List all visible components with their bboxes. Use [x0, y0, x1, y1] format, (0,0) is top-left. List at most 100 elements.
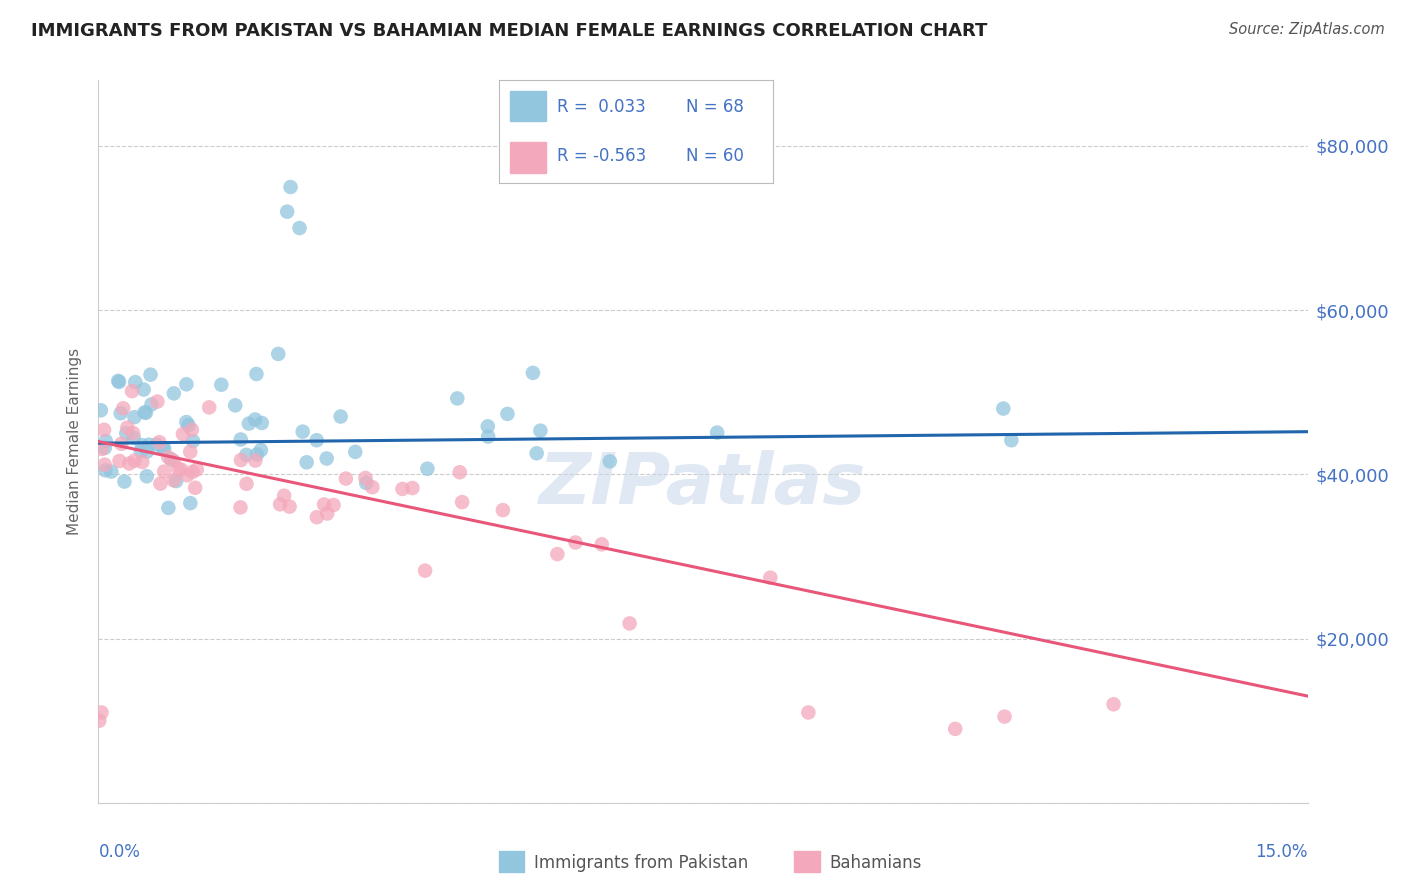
- Point: [149, 476, 172, 491]
- Point: [564, 535, 586, 549]
- Point: [354, 471, 377, 485]
- Point: [107, 374, 129, 388]
- Text: R = -0.563: R = -0.563: [557, 147, 645, 165]
- Point: [90, 403, 112, 417]
- Text: N = 60: N = 60: [686, 147, 744, 165]
- Point: [224, 398, 246, 412]
- Point: [295, 455, 318, 469]
- Y-axis label: Median Female Earnings: Median Female Earnings: [67, 348, 83, 535]
- Point: [477, 419, 499, 434]
- Point: [146, 394, 169, 409]
- Point: [157, 500, 180, 515]
- Point: [100, 465, 122, 479]
- Point: [250, 416, 273, 430]
- Point: [599, 454, 621, 468]
- Point: [148, 435, 170, 450]
- Point: [135, 444, 157, 458]
- Point: [797, 706, 820, 720]
- Point: [291, 425, 314, 439]
- Point: [180, 423, 202, 437]
- Point: [172, 427, 194, 442]
- Point: [141, 397, 163, 411]
- Text: 0.0%: 0.0%: [98, 843, 141, 861]
- Point: [186, 462, 208, 476]
- Point: [546, 547, 568, 561]
- Bar: [510, 142, 546, 173]
- Point: [522, 366, 544, 380]
- Point: [160, 452, 183, 467]
- Point: [124, 453, 146, 467]
- Point: [112, 475, 135, 489]
- Point: [993, 709, 1015, 723]
- Point: [163, 386, 186, 401]
- Point: [526, 446, 548, 460]
- Point: [90, 706, 112, 720]
- Bar: [510, 91, 546, 121]
- Point: [451, 495, 474, 509]
- Point: [235, 476, 257, 491]
- Point: [943, 722, 966, 736]
- Point: [94, 463, 117, 477]
- Point: [108, 454, 131, 468]
- Text: N = 68: N = 68: [686, 98, 744, 116]
- Point: [250, 443, 273, 458]
- Point: [184, 481, 207, 495]
- Point: [305, 510, 328, 524]
- Point: [591, 537, 613, 551]
- Point: [108, 375, 131, 389]
- Point: [706, 425, 728, 440]
- Point: [93, 423, 115, 437]
- Point: [121, 384, 143, 399]
- Point: [245, 367, 267, 381]
- Point: [179, 444, 201, 458]
- Point: [110, 437, 132, 451]
- Point: [267, 347, 290, 361]
- Point: [129, 444, 152, 458]
- Point: [229, 433, 252, 447]
- Point: [619, 616, 641, 631]
- Point: [269, 497, 291, 511]
- Point: [132, 383, 155, 397]
- Point: [361, 480, 384, 494]
- Point: [198, 401, 221, 415]
- Point: [245, 453, 267, 467]
- Point: [138, 438, 160, 452]
- Point: [152, 442, 174, 456]
- Point: [322, 498, 344, 512]
- Point: [118, 457, 141, 471]
- Point: [131, 438, 153, 452]
- Point: [135, 406, 157, 420]
- Point: [278, 500, 301, 514]
- Text: ZIPatlas: ZIPatlas: [540, 450, 866, 519]
- Point: [139, 368, 162, 382]
- Point: [288, 221, 311, 235]
- Point: [356, 475, 378, 490]
- Point: [135, 469, 157, 483]
- Point: [163, 474, 186, 488]
- Point: [209, 377, 232, 392]
- Point: [446, 392, 468, 406]
- Point: [162, 453, 184, 467]
- Point: [176, 377, 198, 392]
- Point: [181, 434, 204, 449]
- Point: [94, 434, 117, 448]
- Point: [170, 463, 193, 477]
- Point: [176, 415, 198, 429]
- Point: [315, 451, 337, 466]
- Text: IMMIGRANTS FROM PAKISTAN VS BAHAMIAN MEDIAN FEMALE EARNINGS CORRELATION CHART: IMMIGRANTS FROM PAKISTAN VS BAHAMIAN MED…: [31, 22, 987, 40]
- Point: [1000, 434, 1022, 448]
- Point: [276, 204, 298, 219]
- Text: 15.0%: 15.0%: [1256, 843, 1308, 861]
- Point: [273, 489, 295, 503]
- Point: [131, 455, 153, 469]
- Point: [1102, 698, 1125, 712]
- Point: [90, 442, 112, 456]
- Point: [145, 437, 167, 451]
- Point: [246, 447, 269, 461]
- Point: [335, 472, 357, 486]
- Point: [329, 409, 352, 424]
- Point: [229, 453, 252, 467]
- Point: [759, 571, 782, 585]
- Text: Bahamians: Bahamians: [830, 855, 922, 872]
- Point: [235, 448, 257, 462]
